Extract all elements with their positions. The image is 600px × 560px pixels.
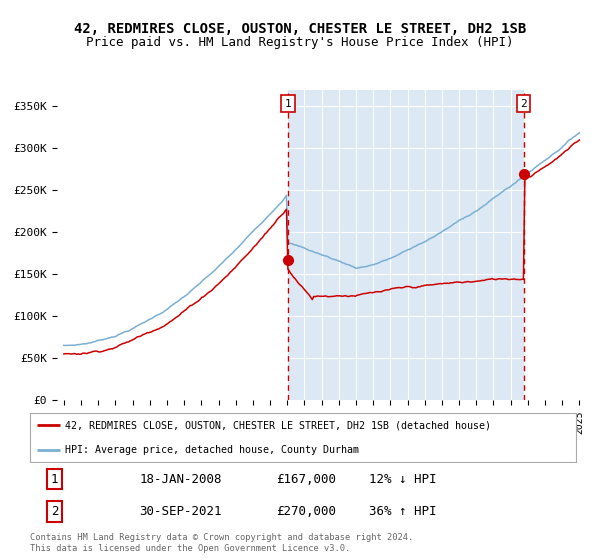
Text: 1: 1 (51, 473, 58, 486)
Text: 2: 2 (520, 99, 527, 109)
Text: 1: 1 (285, 99, 292, 109)
Bar (288, 90, 524, 400)
Text: Price paid vs. HM Land Registry's House Price Index (HPI): Price paid vs. HM Land Registry's House … (86, 36, 514, 49)
Text: 18-JAN-2008: 18-JAN-2008 (139, 473, 222, 486)
Text: Contains HM Land Registry data © Crown copyright and database right 2024.
This d: Contains HM Land Registry data © Crown c… (30, 533, 413, 553)
Text: HPI: Average price, detached house, County Durham: HPI: Average price, detached house, Coun… (65, 445, 359, 455)
Text: 12% ↓ HPI: 12% ↓ HPI (368, 473, 436, 486)
Text: £270,000: £270,000 (276, 505, 336, 518)
Text: 30-SEP-2021: 30-SEP-2021 (139, 505, 222, 518)
Text: 36% ↑ HPI: 36% ↑ HPI (368, 505, 436, 518)
Text: £167,000: £167,000 (276, 473, 336, 486)
Text: 42, REDMIRES CLOSE, OUSTON, CHESTER LE STREET, DH2 1SB: 42, REDMIRES CLOSE, OUSTON, CHESTER LE S… (74, 22, 526, 36)
Text: 42, REDMIRES CLOSE, OUSTON, CHESTER LE STREET, DH2 1SB (detached house): 42, REDMIRES CLOSE, OUSTON, CHESTER LE S… (65, 420, 491, 430)
Text: 2: 2 (51, 505, 58, 518)
